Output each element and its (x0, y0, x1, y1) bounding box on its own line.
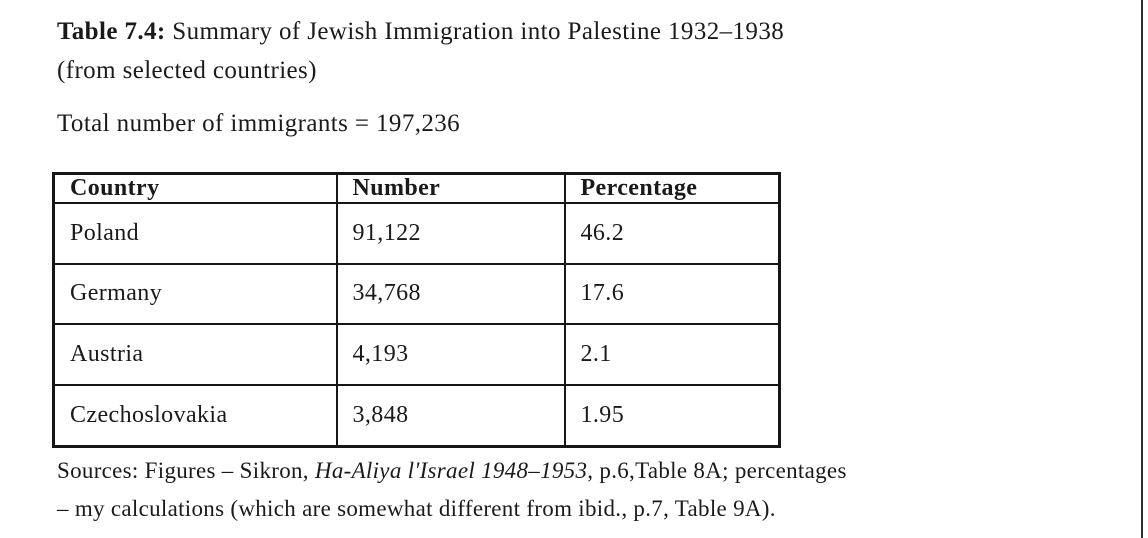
total-immigrants-line: Total number of immigrants = 197,236 (57, 110, 461, 137)
sources-book-title: Ha-Aliya l'Israel 1948–1953 (314, 458, 588, 483)
table-caption: Table 7.4: Summary of Jewish Immigration… (57, 12, 784, 90)
sources-prefix: Sources: Figures – Sikron, (57, 458, 315, 483)
table-row: Germany 34,768 17.6 (52, 262, 781, 326)
table-row: Poland 91,122 46.2 (52, 202, 781, 265)
table-header-row: Country Number Percentage (52, 172, 781, 204)
table-row: Czechoslovakia 3,848 1.95 (52, 383, 781, 448)
header-number: Number (335, 172, 566, 204)
header-percentage: Percentage (563, 172, 781, 204)
table-caption-line2: (from selected countries) (57, 57, 317, 84)
cell-percentage: 46.2 (563, 202, 781, 265)
cell-number: 91,122 (335, 202, 566, 265)
cell-country: Czechoslovakia (52, 383, 338, 448)
cell-country: Germany (52, 262, 338, 326)
cell-number: 34,768 (335, 262, 566, 326)
table-caption-line1: Table 7.4: Summary of Jewish Immigration… (57, 12, 784, 51)
cell-percentage: 1.95 (563, 383, 781, 448)
sources-line1: Sources: Figures – Sikron, Ha-Aliya l'Is… (57, 452, 1127, 490)
sources-line2: – my calculations (which are somewhat di… (57, 496, 776, 521)
cell-country: Poland (52, 202, 338, 265)
sources-note: Sources: Figures – Sikron, Ha-Aliya l'Is… (57, 452, 1127, 528)
cell-number: 4,193 (335, 323, 566, 386)
cell-country: Austria (52, 323, 338, 386)
cell-number: 3,848 (335, 383, 566, 448)
table-caption-label: Table 7.4: (57, 18, 166, 45)
cell-percentage: 17.6 (563, 262, 781, 326)
page-edge-line (1141, 0, 1143, 538)
cell-percentage: 2.1 (563, 323, 781, 386)
sources-suffix: , p.6,Table 8A; percentages (587, 458, 847, 483)
table-caption-title: Summary of Jewish Immigration into Pales… (165, 18, 785, 45)
immigration-table: Country Number Percentage Poland 91,122 … (52, 172, 781, 448)
table-row: Austria 4,193 2.1 (52, 323, 781, 386)
header-country: Country (52, 172, 338, 204)
